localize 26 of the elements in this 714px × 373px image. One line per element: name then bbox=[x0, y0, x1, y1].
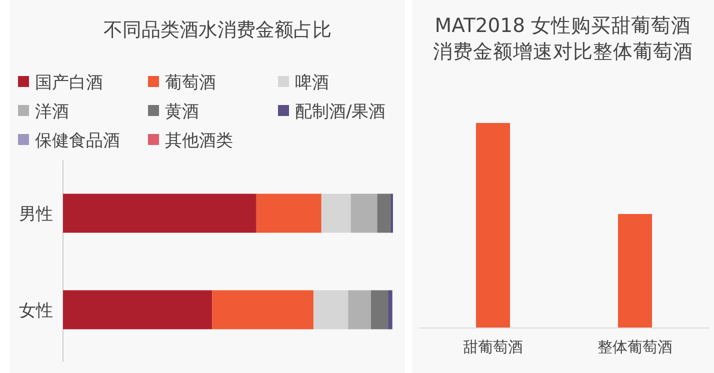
bar bbox=[377, 194, 390, 233]
legend-label: 保健食品酒 bbox=[35, 131, 120, 151]
bar bbox=[321, 194, 351, 233]
bar bbox=[388, 290, 392, 330]
bar bbox=[390, 194, 393, 233]
legend-label: 葡萄酒 bbox=[165, 73, 216, 93]
legend-label: 国产白酒 bbox=[35, 73, 103, 93]
bar bbox=[212, 290, 314, 330]
y-tick-label: 男性 bbox=[19, 204, 53, 224]
legend-label: 黄酒 bbox=[165, 102, 199, 122]
bar bbox=[350, 194, 378, 233]
x-tick-label: 甜葡萄酒 bbox=[463, 338, 523, 356]
legend-label: 洋酒 bbox=[35, 102, 69, 122]
y-tick-label: 女性 bbox=[19, 300, 53, 321]
chart-title: 不同品类酒水消费金额占比 bbox=[104, 19, 332, 41]
bar bbox=[256, 194, 322, 233]
bar bbox=[348, 290, 371, 330]
chart-title: MAT2018 女性购买甜葡萄酒消费金额增速对比整体葡萄酒 bbox=[433, 14, 693, 63]
x-tick-label: 整体葡萄酒 bbox=[598, 338, 672, 356]
bar bbox=[63, 194, 256, 233]
bar bbox=[370, 290, 388, 330]
legend-label: 配制酒/果酒 bbox=[295, 102, 386, 122]
legend-label: 其他酒类 bbox=[165, 131, 233, 151]
bar bbox=[313, 290, 348, 330]
legend-label: 啤酒 bbox=[295, 73, 329, 93]
bar bbox=[63, 290, 212, 330]
